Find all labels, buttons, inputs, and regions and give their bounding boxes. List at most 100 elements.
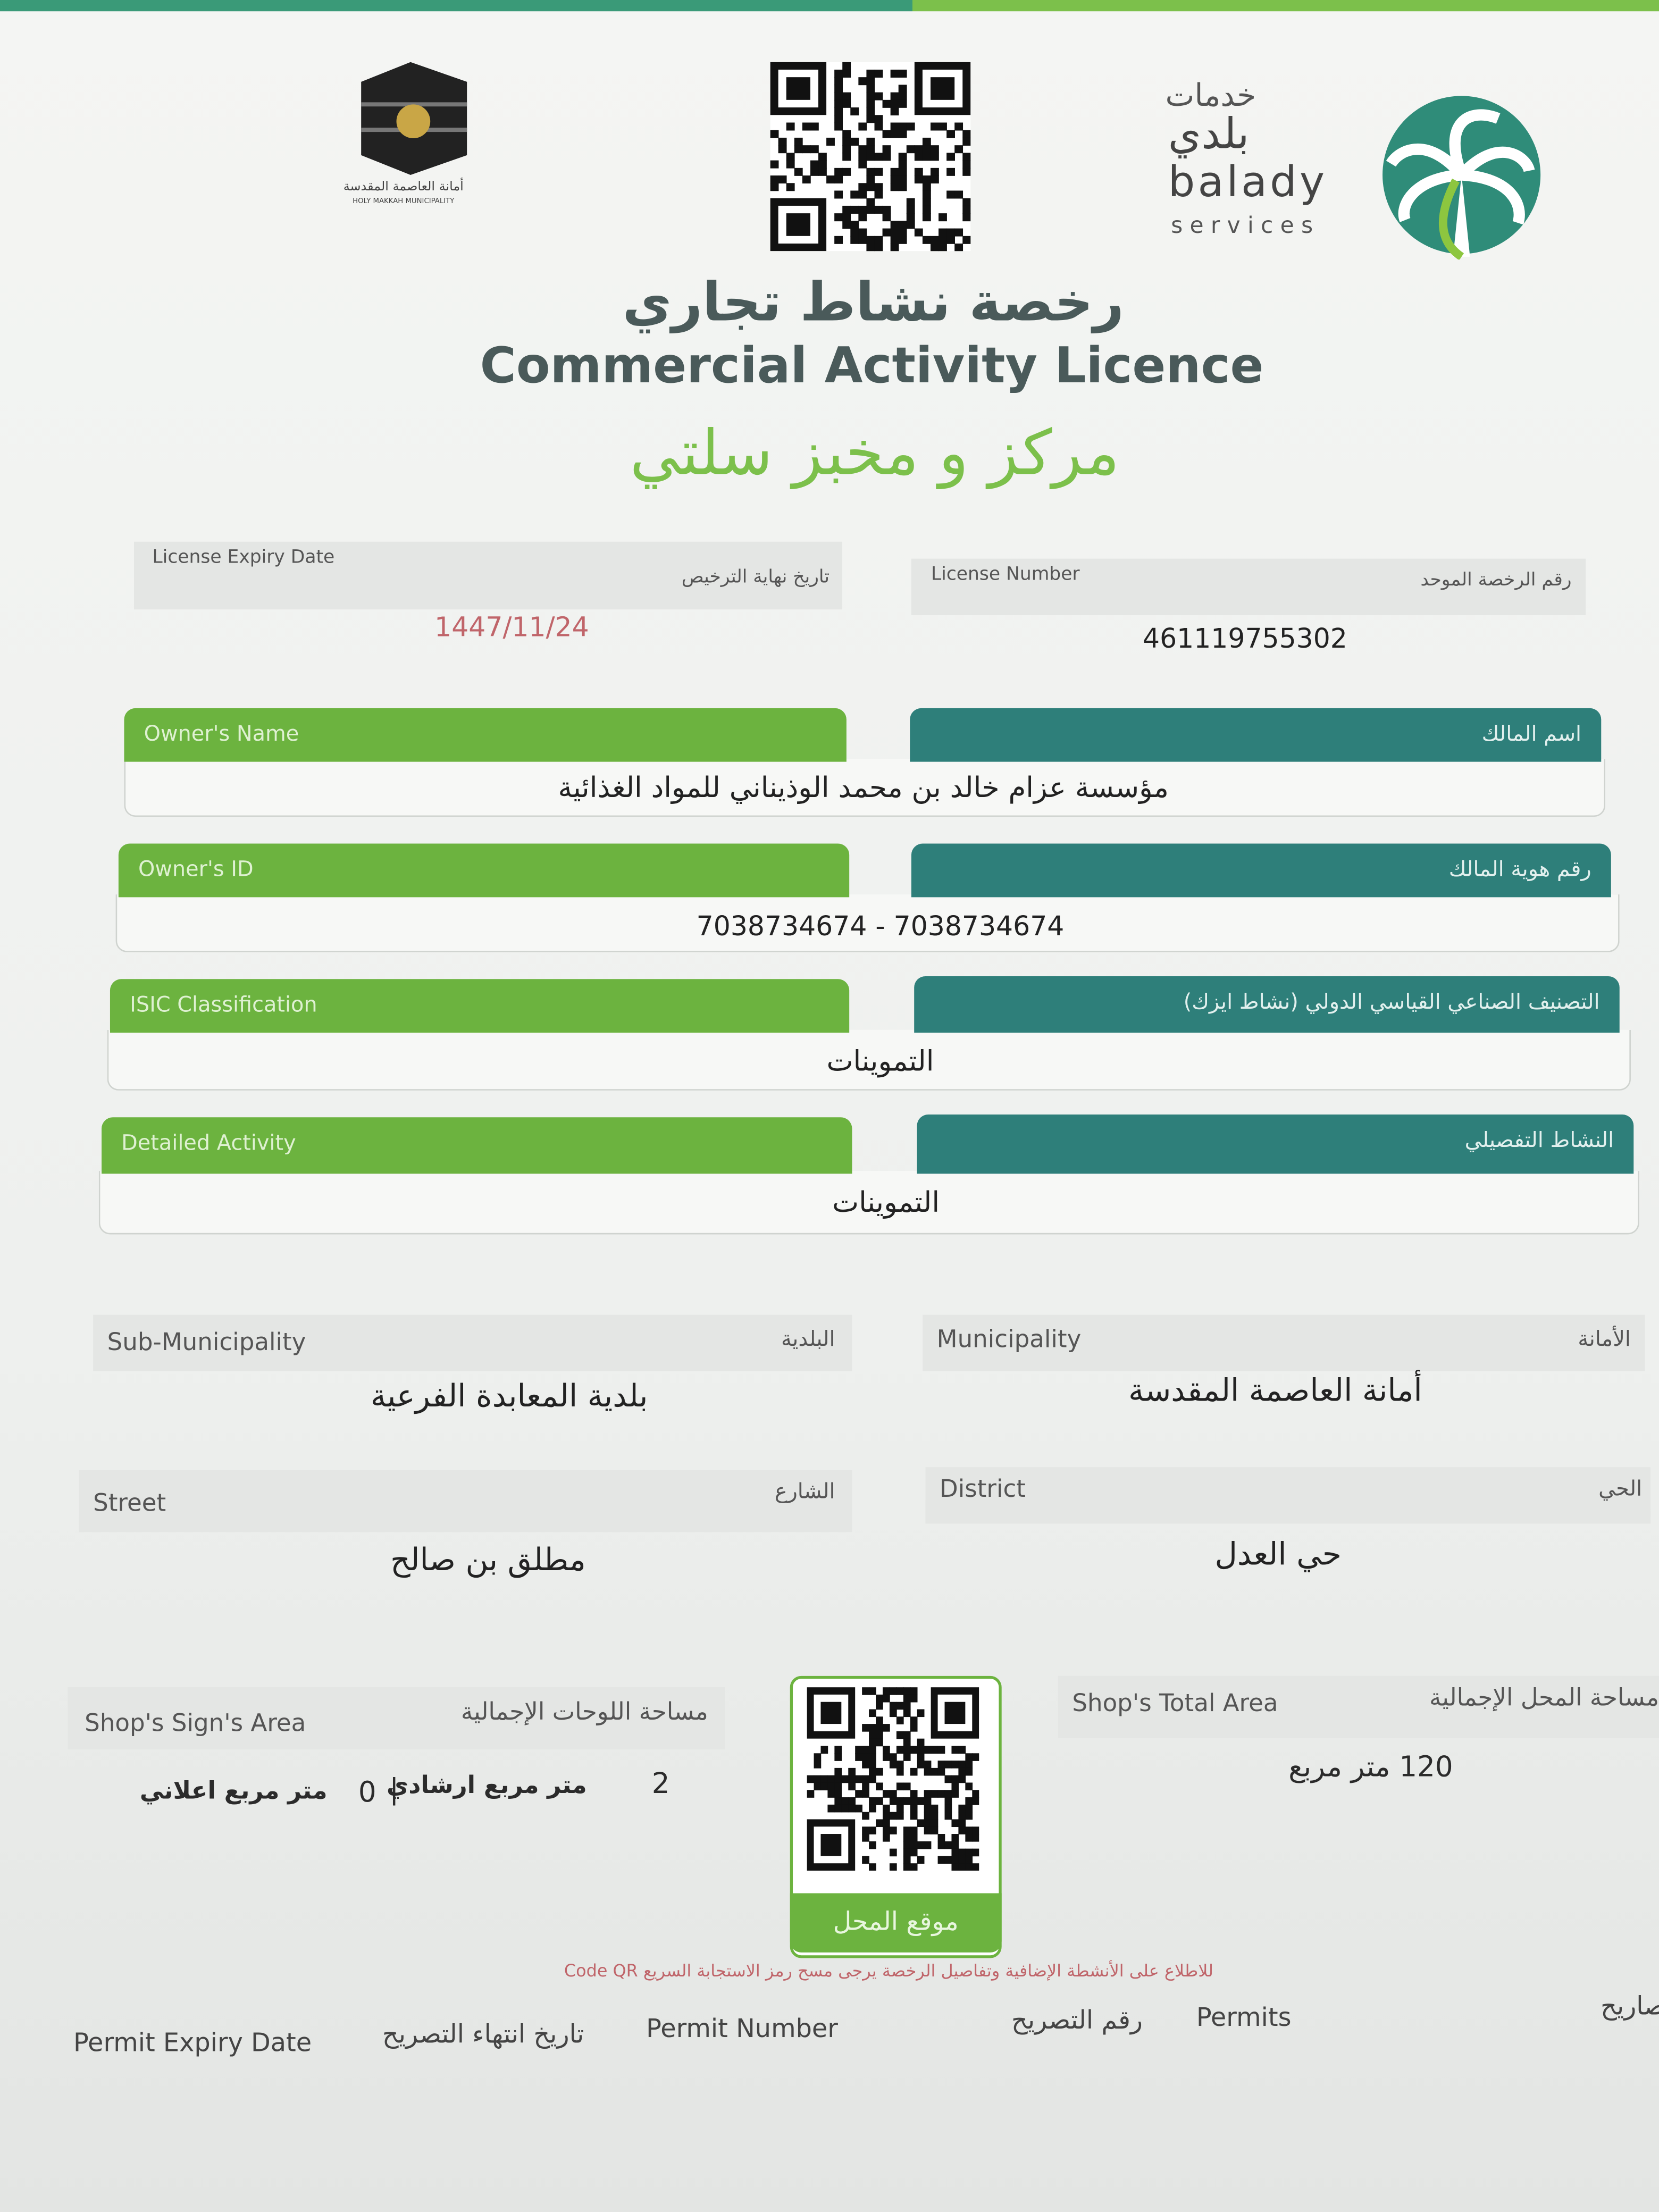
- qr-module: [786, 77, 810, 100]
- qr-module: [770, 130, 779, 138]
- sign-area-header: [68, 1687, 725, 1749]
- qr-module: [848, 1797, 856, 1805]
- qr-module: [862, 1775, 869, 1783]
- qr-module: [917, 1761, 925, 1769]
- title-en: Commercial Activity Licence: [480, 338, 1264, 395]
- qr-module: [946, 167, 955, 176]
- qr-module: [869, 1826, 876, 1834]
- activity-label-en: Detailed Activity: [102, 1117, 852, 1174]
- qr-module: [814, 1753, 822, 1761]
- qr-module: [810, 160, 819, 169]
- qr-module: [866, 236, 875, 244]
- qr-code: [770, 62, 971, 252]
- qr-module: [922, 175, 931, 184]
- qr-module: [972, 1834, 979, 1842]
- qr-module: [914, 153, 923, 161]
- qr-module: [903, 1694, 911, 1703]
- qr-module: [910, 1812, 918, 1820]
- qr-module: [917, 1856, 925, 1864]
- qr-module: [834, 236, 843, 244]
- qr-module: [924, 1746, 932, 1754]
- qr-module: [876, 1797, 883, 1805]
- qr-module: [898, 122, 907, 131]
- qr-module: [882, 1790, 890, 1798]
- qr-module: [922, 145, 931, 154]
- qr-module: [834, 167, 843, 176]
- qr-module: [890, 236, 899, 244]
- qr-module: [807, 1775, 815, 1783]
- qr-module: [954, 190, 963, 199]
- isic-value: التموينات: [826, 1044, 934, 1078]
- qr-module: [917, 1738, 925, 1747]
- activity-value: التموينات: [832, 1185, 940, 1219]
- qr-module: [914, 228, 923, 237]
- qr-module: [951, 1834, 959, 1842]
- qr-module: [866, 183, 875, 191]
- qr-module: [944, 1775, 952, 1783]
- qr-module: [810, 122, 819, 131]
- qr-module: [858, 236, 867, 244]
- qr-module: [962, 167, 971, 176]
- qr-module: [882, 99, 891, 108]
- qr-module: [848, 1767, 856, 1776]
- qr-module: [939, 228, 947, 237]
- qr-module: [850, 205, 859, 214]
- qr-module: [972, 1753, 979, 1761]
- qr-module: [924, 1797, 932, 1805]
- qr-module: [965, 1834, 973, 1842]
- qr-module: [965, 1767, 973, 1776]
- balady-en: balady: [1168, 158, 1328, 208]
- sub-municipality-header: [93, 1314, 852, 1371]
- qr-module: [882, 1804, 890, 1813]
- district-value: حي العدل: [1214, 1537, 1342, 1573]
- qr-module: [924, 1812, 932, 1820]
- qr-module: [898, 69, 907, 78]
- qr-module: [834, 115, 843, 123]
- qr-module: [930, 77, 955, 100]
- qr-module: [944, 1804, 952, 1813]
- qr-module: [917, 1819, 925, 1828]
- qr-module: [850, 228, 859, 237]
- qr-module: [910, 1797, 918, 1805]
- qr-module: [962, 137, 971, 146]
- qr-module: [855, 1746, 862, 1754]
- qr-module: [965, 1782, 973, 1791]
- district-label-en: District: [939, 1476, 1026, 1504]
- qr-module: [951, 1863, 959, 1871]
- expiry-header: [134, 541, 842, 610]
- number-value: 461119755302: [1143, 623, 1347, 655]
- qr-module: [862, 1834, 869, 1842]
- qr-module: [802, 145, 811, 154]
- qr-module: [866, 153, 875, 161]
- qr-module: [866, 99, 875, 108]
- qr-module: [850, 190, 859, 199]
- qr-module: [951, 1761, 959, 1769]
- isic-label-ar: التصنيف الصناعي القياسي الدولي (نشاط ايز…: [914, 976, 1620, 1033]
- qr-module: [896, 1716, 904, 1724]
- qr-label: موقع المحل: [790, 1893, 1002, 1953]
- qr-module: [951, 1819, 959, 1828]
- qr-module: [862, 1746, 869, 1754]
- qr-module: [890, 122, 899, 131]
- qr-module: [917, 1746, 925, 1754]
- qr-module: [890, 130, 899, 138]
- qr-module: [876, 1694, 883, 1703]
- qr-module: [842, 69, 851, 78]
- qr-module: [842, 145, 851, 154]
- qr-module: [930, 236, 939, 244]
- qr-module: [802, 175, 811, 184]
- qr-module: [882, 228, 891, 237]
- qr-module: [869, 1753, 876, 1761]
- qr-module: [930, 145, 939, 154]
- qr-module: [931, 1767, 939, 1776]
- qr-module: [794, 137, 803, 146]
- qr-module: [889, 1863, 897, 1871]
- qr-module: [972, 1826, 979, 1834]
- owner-name-value: مؤسسة عزام خالد بن محمد الوذيناني للمواد…: [558, 770, 1169, 805]
- qr-module: [866, 198, 875, 206]
- qr-module: [855, 1804, 862, 1813]
- qr-module: [924, 1819, 932, 1828]
- qr-module: [931, 1746, 939, 1754]
- qr-module: [786, 160, 795, 169]
